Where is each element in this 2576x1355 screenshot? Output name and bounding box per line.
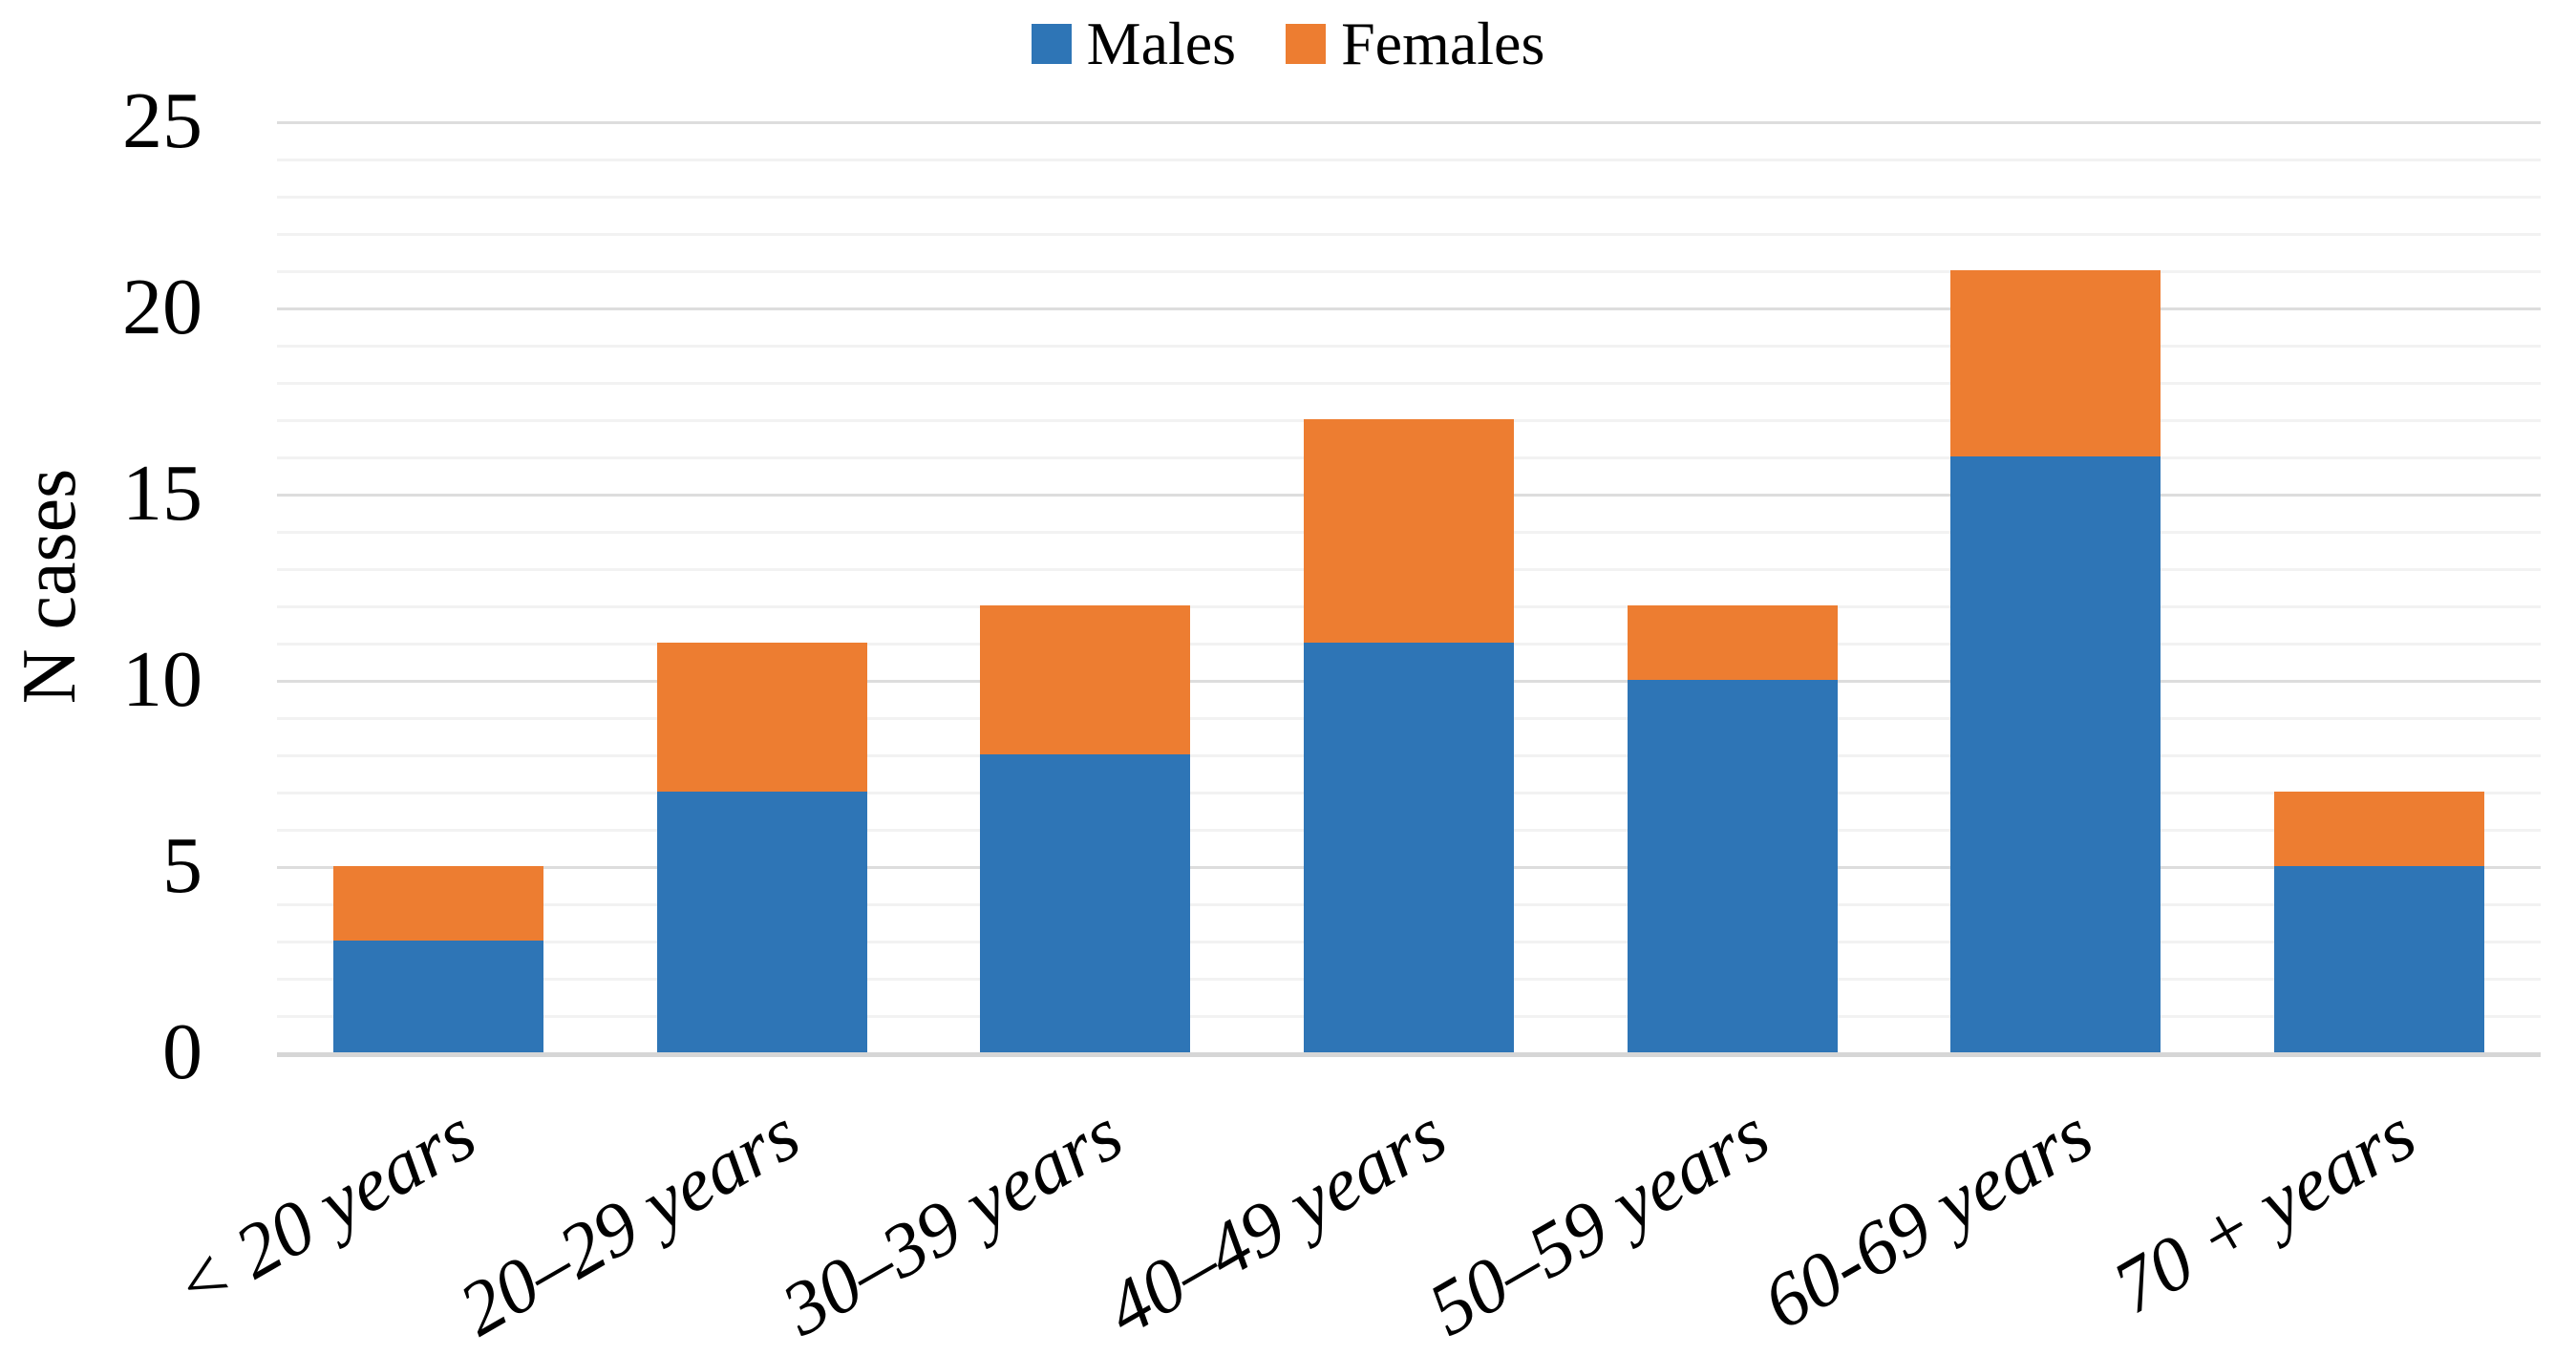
y-tick-label-25: 25: [122, 76, 202, 165]
x-category-label-6: 70 + years: [2099, 1091, 2430, 1331]
bar-segment-males-3: [1304, 643, 1514, 1052]
x-category-label-3: 40–49 years: [1092, 1091, 1459, 1353]
gridline-minor: [277, 196, 2541, 199]
bar-segment-males-0: [333, 941, 544, 1052]
bar-segment-males-2: [980, 754, 1191, 1052]
x-category-label-5: 60-69 years: [1750, 1091, 2107, 1346]
x-category-label-4: 50–59 years: [1415, 1091, 1783, 1353]
gridline-minor: [277, 345, 2541, 348]
bar-segment-females-2: [980, 605, 1191, 754]
bar-segment-females-5: [1950, 270, 2161, 456]
y-tick-label-5: 5: [162, 821, 202, 910]
gridline-minor: [277, 159, 2541, 161]
bar-segment-females-1: [656, 643, 867, 792]
legend-label-females: Females: [1341, 10, 1545, 77]
x-axis-line: [277, 1052, 2541, 1057]
bar-segment-males-4: [1627, 680, 1838, 1052]
x-category-label-0: < 20 years: [160, 1091, 490, 1331]
bar-segment-males-6: [2273, 866, 2484, 1052]
y-tick-label-0: 0: [162, 1007, 202, 1096]
legend-label-males: Males: [1086, 10, 1237, 77]
bar-segment-males-5: [1950, 456, 2161, 1052]
gridline-minor: [277, 382, 2541, 385]
y-tick-label-15: 15: [122, 449, 202, 538]
bar-segment-females-3: [1304, 419, 1514, 643]
females-color-swatch: [1286, 24, 1327, 64]
x-category-label-1: 20–29 years: [445, 1091, 813, 1353]
males-color-swatch: [1031, 24, 1072, 64]
legend: Males Females: [0, 13, 2576, 74]
bar-segment-females-0: [333, 866, 544, 941]
gridline-minor: [277, 233, 2541, 236]
y-tick-label-20: 20: [122, 263, 202, 351]
bar-segment-females-6: [2273, 792, 2484, 866]
x-category-label-2: 30–39 years: [768, 1091, 1137, 1353]
gridline-major: [277, 121, 2541, 124]
legend-item-females: Females: [1286, 13, 1544, 74]
gridline-minor: [277, 270, 2541, 273]
gridline-major: [277, 307, 2541, 310]
bar-segment-females-4: [1627, 605, 1838, 680]
legend-item-males: Males: [1031, 10, 1237, 77]
bar-segment-males-1: [656, 792, 867, 1052]
y-tick-label-10: 10: [122, 635, 202, 724]
